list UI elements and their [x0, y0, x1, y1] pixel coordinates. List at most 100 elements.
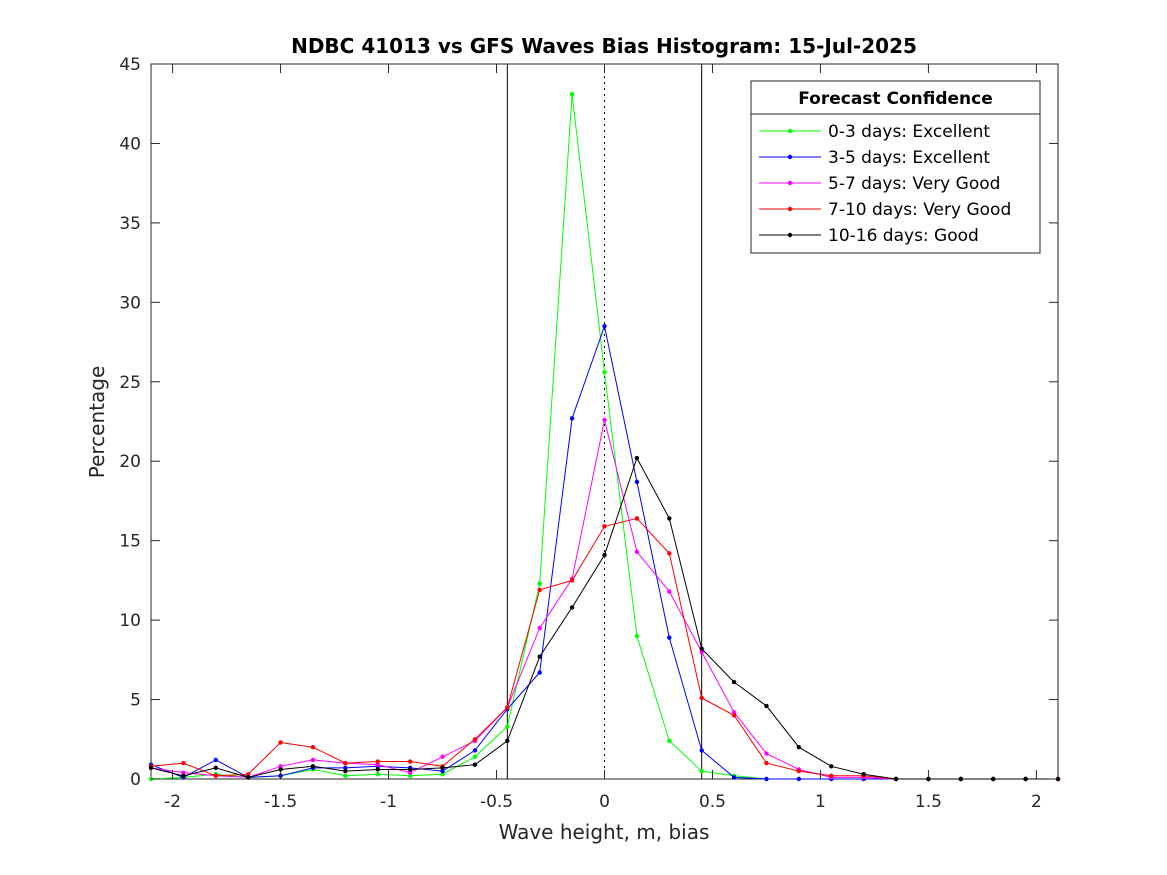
x-tick-label: 1.5 [915, 792, 942, 812]
data-point [472, 754, 478, 759]
data-point [181, 770, 186, 775]
data-point [602, 524, 607, 529]
x-tick-label: -1.5 [264, 792, 297, 812]
data-point [667, 738, 672, 744]
data-point [213, 757, 218, 763]
series-4 [148, 455, 1061, 782]
y-tick-label: 10 [119, 611, 141, 631]
data-point [505, 724, 510, 729]
y-tick-label: 35 [119, 214, 141, 234]
legend-label: 10-16 days: Good [828, 226, 979, 246]
y-tick-label: 5 [130, 691, 141, 711]
y-tick-label: 20 [119, 452, 141, 472]
data-point [796, 745, 802, 750]
data-point [602, 370, 607, 375]
legend-title: Forecast Confidence [798, 89, 993, 109]
data-point [245, 775, 251, 780]
data-point [699, 695, 704, 701]
data-point [375, 762, 380, 767]
y-axis: 0 5 10 15 20 25 30 35 40 45 [119, 55, 1058, 790]
data-point [731, 775, 737, 780]
data-point [278, 740, 283, 745]
data-point [407, 773, 413, 779]
data-point [699, 768, 704, 774]
data-point [699, 646, 704, 651]
reference-lines [506, 64, 703, 779]
data-point [569, 416, 575, 421]
data-point [310, 764, 316, 769]
data-point [537, 581, 542, 586]
data-point [537, 654, 542, 659]
data-point [569, 91, 575, 97]
data-point [181, 760, 186, 766]
data-point [310, 757, 316, 763]
chart-title: NDBC 41013 vs GFS Waves Bias Histogram: … [291, 34, 917, 58]
data-point [667, 635, 672, 640]
data-point [505, 705, 510, 710]
data-point [440, 754, 445, 759]
data-point [569, 605, 575, 610]
data-point [375, 767, 380, 772]
legend-marker [787, 154, 793, 160]
data-point [375, 759, 380, 764]
data-point [634, 633, 640, 639]
legend-entry-1: 3-5 days: Excellent [759, 148, 990, 168]
data-point [343, 765, 348, 771]
data-point [472, 748, 478, 753]
x-tick-label: 2 [1031, 792, 1042, 812]
data-point [634, 516, 640, 521]
data-point [537, 587, 542, 593]
data-point [731, 710, 737, 715]
data-point [829, 773, 834, 779]
y-tick-label: 25 [119, 373, 141, 393]
data-point [667, 516, 672, 521]
data-point [991, 776, 996, 782]
data-point [893, 776, 899, 782]
legend-marker [787, 180, 793, 186]
data-point [1023, 776, 1028, 782]
y-axis-label: Percentage [85, 366, 109, 479]
legend-box [750, 80, 1041, 254]
data-point [407, 770, 413, 775]
x-axis-label: Wave height, m, bias [499, 820, 710, 844]
data-point [310, 745, 316, 750]
data-point [181, 773, 186, 779]
data-point [148, 765, 154, 771]
data-point [699, 649, 704, 655]
y-tick-label: 15 [119, 532, 141, 552]
data-point [602, 323, 607, 329]
x-axis: -2 -1.5 -1 -0.5 0 0.5 1 1.5 2 [164, 64, 1042, 812]
data-point [634, 479, 640, 485]
data-point [569, 578, 575, 583]
legend-entry-3: 7-10 days: Very Good [759, 200, 1011, 220]
data-point [407, 767, 413, 772]
x-tick-label: -0.5 [480, 792, 513, 812]
data-point [343, 760, 348, 766]
x-tick-label: 0 [599, 792, 610, 812]
series-layer [148, 91, 1061, 782]
data-point [472, 762, 478, 767]
data-point [764, 760, 769, 766]
legend-label: 3-5 days: Excellent [828, 148, 990, 168]
data-point [667, 551, 672, 556]
data-point [634, 549, 640, 554]
data-point [278, 767, 283, 772]
x-tick-label: -2 [164, 792, 181, 812]
data-point [472, 737, 478, 742]
data-point [731, 679, 737, 685]
x-tick-label: 1 [815, 792, 826, 812]
x-tick-label: 0.5 [699, 792, 726, 812]
data-point [861, 772, 866, 777]
data-point [537, 625, 542, 631]
y-tick-label: 40 [119, 134, 141, 154]
data-point [440, 772, 445, 777]
x-tick-label: -1 [380, 792, 397, 812]
data-point [764, 703, 769, 709]
legend-label: 7-10 days: Very Good [828, 200, 1011, 220]
legend: Forecast Confidence 0-3 days: Excellent 3-… [750, 80, 1041, 254]
data-point [440, 765, 445, 771]
data-point [764, 776, 769, 782]
legend-marker [787, 128, 793, 134]
y-tick-label: 0 [130, 770, 141, 790]
data-point [667, 589, 672, 594]
